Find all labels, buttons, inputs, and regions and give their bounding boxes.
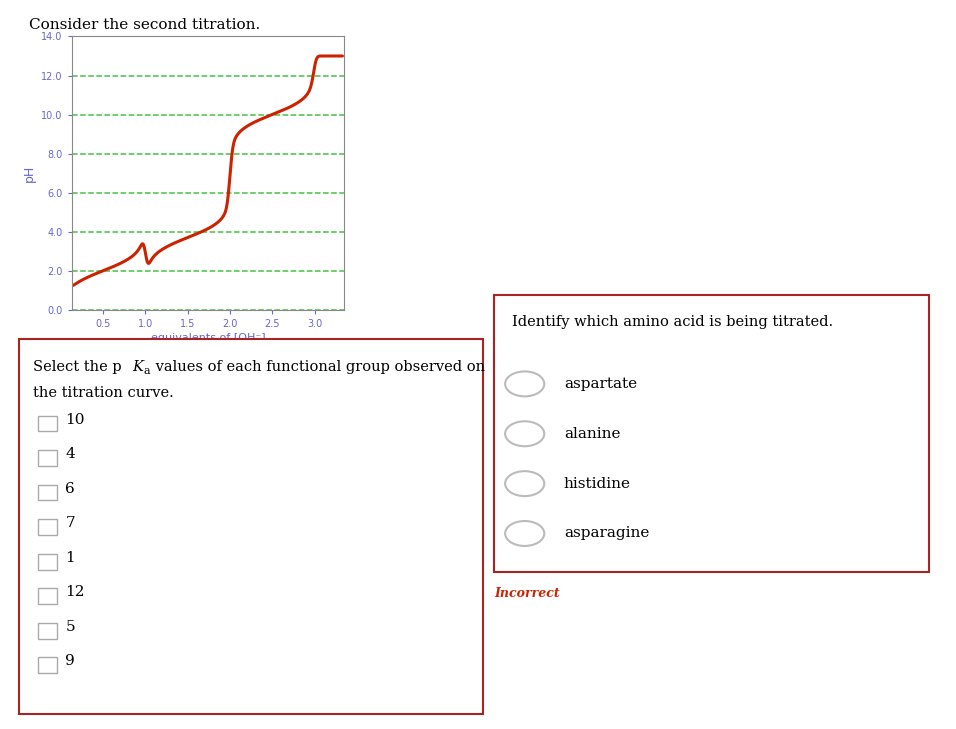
FancyBboxPatch shape xyxy=(37,519,57,535)
FancyBboxPatch shape xyxy=(494,295,929,572)
Text: Consider the second titration.: Consider the second titration. xyxy=(29,18,260,32)
Text: asparagine: asparagine xyxy=(564,526,649,540)
FancyBboxPatch shape xyxy=(37,485,57,500)
Text: 1: 1 xyxy=(65,551,76,565)
FancyBboxPatch shape xyxy=(37,416,57,432)
Text: 10: 10 xyxy=(65,413,85,426)
Text: Select the p: Select the p xyxy=(33,359,121,374)
FancyBboxPatch shape xyxy=(37,554,57,569)
Text: Incorrect: Incorrect xyxy=(494,587,560,600)
Text: Identify which amino acid is being titrated.: Identify which amino acid is being titra… xyxy=(511,315,833,329)
Text: histidine: histidine xyxy=(564,477,631,491)
Text: 12: 12 xyxy=(65,585,85,599)
FancyBboxPatch shape xyxy=(37,450,57,466)
Text: 9: 9 xyxy=(65,655,76,668)
Text: 5: 5 xyxy=(65,620,76,634)
FancyBboxPatch shape xyxy=(37,588,57,604)
X-axis label: equivalents of [OH⁻]: equivalents of [OH⁻] xyxy=(151,333,265,343)
Text: aspartate: aspartate xyxy=(564,377,637,391)
FancyBboxPatch shape xyxy=(37,623,57,639)
Text: K: K xyxy=(133,359,143,374)
Text: alanine: alanine xyxy=(564,426,620,441)
Y-axis label: pH: pH xyxy=(23,165,35,182)
Text: the titration curve.: the titration curve. xyxy=(33,386,174,400)
Text: 4: 4 xyxy=(65,448,76,461)
Text: 7: 7 xyxy=(65,516,76,530)
Text: 6: 6 xyxy=(65,482,76,496)
FancyBboxPatch shape xyxy=(19,339,483,714)
Text: a: a xyxy=(143,366,150,376)
Text: values of each functional group observed on: values of each functional group observed… xyxy=(151,359,486,374)
FancyBboxPatch shape xyxy=(37,658,57,673)
